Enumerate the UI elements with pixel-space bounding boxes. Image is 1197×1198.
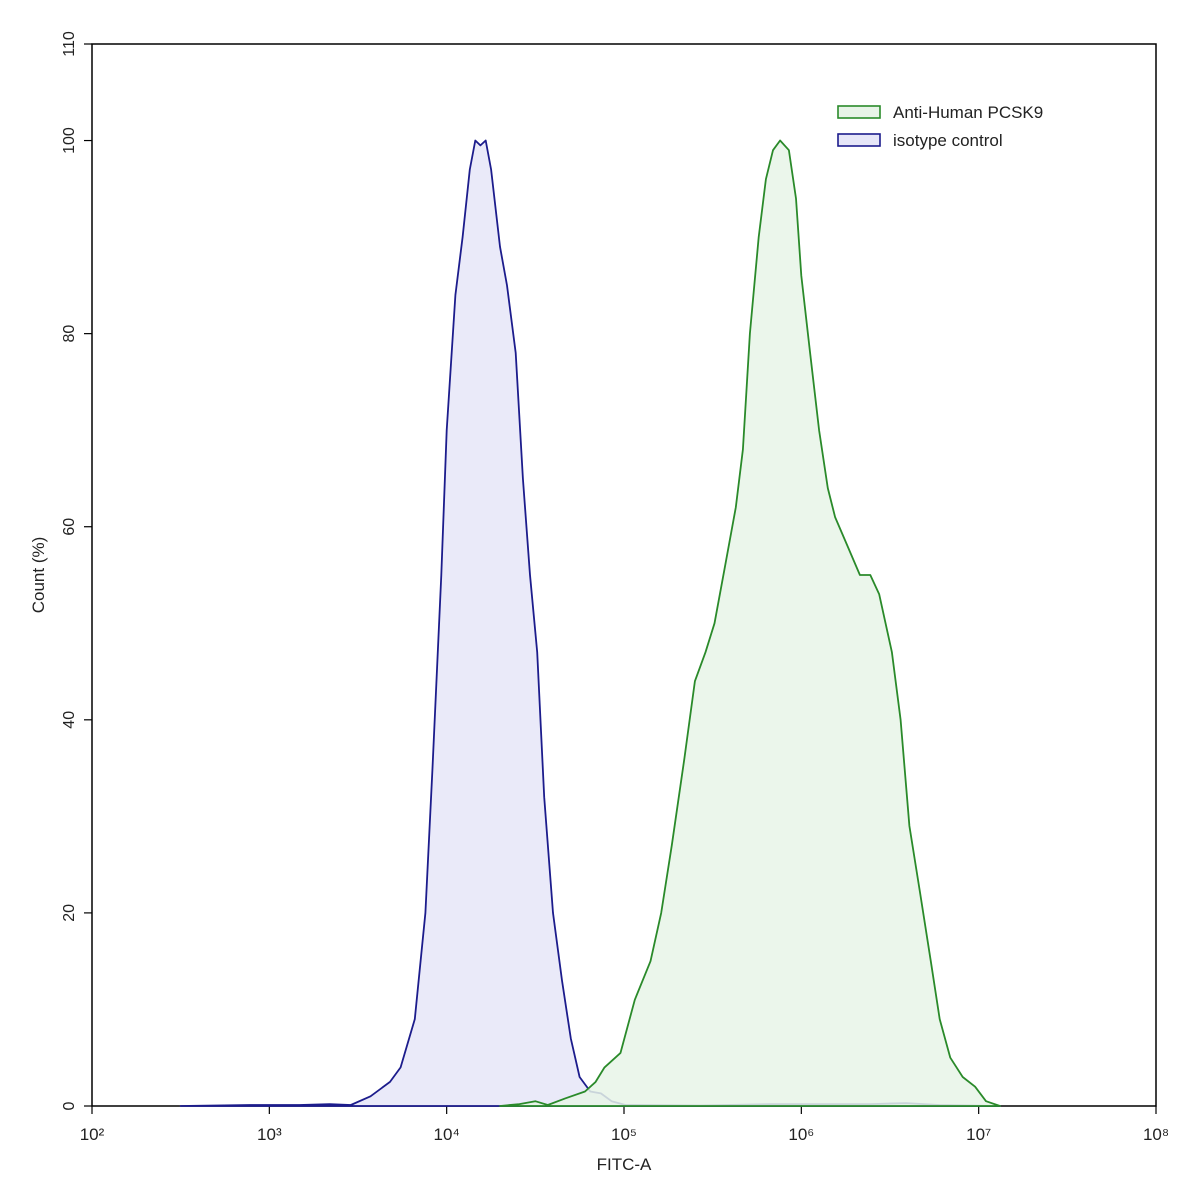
legend-label: Anti-Human PCSK9 <box>893 103 1043 122</box>
y-tick-label: 100 <box>61 127 78 154</box>
x-tick-label: 10³ <box>257 1125 282 1144</box>
x-tick-label: 10⁴ <box>434 1125 460 1144</box>
y-tick-label: 110 <box>61 31 78 57</box>
x-tick-label: 10² <box>80 1125 105 1144</box>
legend-label: isotype control <box>893 131 1003 150</box>
y-axis-label: Count (%) <box>29 537 48 614</box>
y-tick-label: 20 <box>61 904 78 922</box>
x-tick-label: 10⁸ <box>1143 1125 1169 1144</box>
y-tick-label: 80 <box>61 325 78 343</box>
histogram-area <box>499 139 1001 1107</box>
x-tick-label: 10⁷ <box>966 1125 991 1144</box>
legend-swatch <box>837 133 881 147</box>
plot-frame <box>91 43 1157 1107</box>
y-tick-label: 40 <box>61 711 78 729</box>
x-axis-label: FITC-A <box>597 1155 652 1174</box>
legend-swatch <box>837 105 881 119</box>
x-tick-label: 10⁵ <box>611 1125 637 1144</box>
y-tick-label: 0 <box>61 1101 78 1110</box>
y-tick-label: 60 <box>61 518 78 536</box>
x-tick-label: 10⁶ <box>788 1125 814 1144</box>
